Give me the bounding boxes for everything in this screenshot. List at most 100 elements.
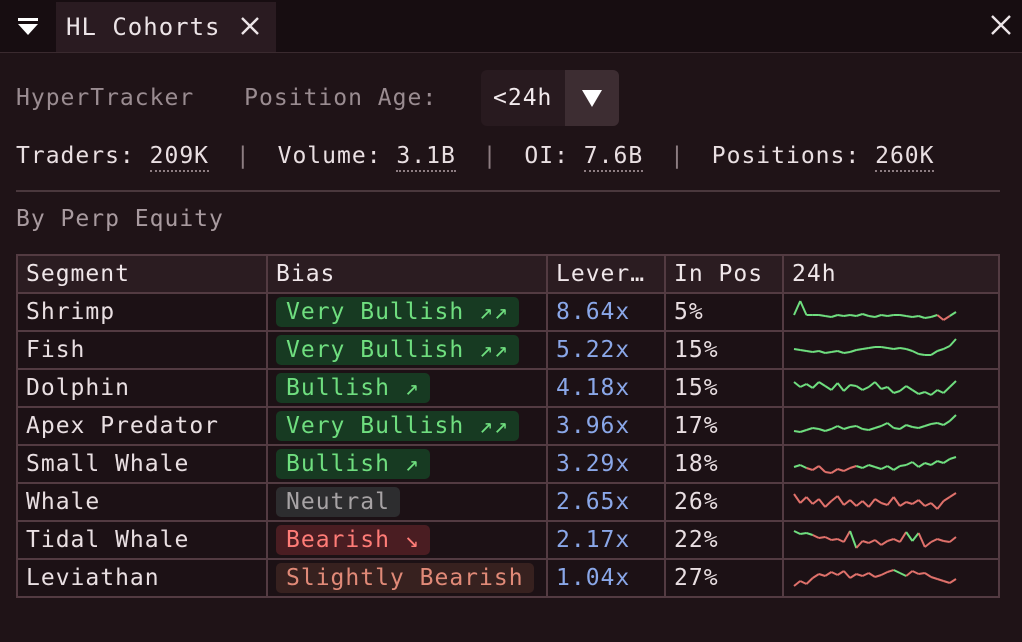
sparkline-segment bbox=[911, 461, 920, 468]
segment-cell: Fish bbox=[16, 330, 268, 370]
table-row[interactable]: Apex Predator Very Bullish ↗↗ 3.96x 17% bbox=[16, 406, 1000, 446]
sparkline-segment bbox=[911, 532, 920, 542]
sparkline-segment bbox=[849, 384, 857, 387]
sparkline-segment bbox=[905, 315, 913, 318]
sparkline-segment bbox=[949, 338, 957, 347]
bias-badge: Bullish ↗ bbox=[276, 449, 430, 479]
sparkline-segment bbox=[924, 391, 932, 396]
sparkline-segment bbox=[830, 425, 839, 430]
tab-hl-cohorts[interactable]: HL Cohorts bbox=[56, 2, 276, 52]
leverage-cell: 8.64x bbox=[546, 292, 666, 332]
bias-cell: Very Bullish ↗↗ bbox=[266, 330, 548, 370]
bias-badge: Very Bullish ↗↗ bbox=[276, 335, 519, 365]
sparkline-segment bbox=[880, 502, 888, 506]
stat-separator: | bbox=[670, 143, 685, 169]
summary-stats: Traders: 209K | Volume: 3.1B | OI: 7.6B … bbox=[16, 143, 935, 172]
sparkline-segment bbox=[924, 541, 932, 548]
close-tab-icon[interactable] bbox=[238, 14, 262, 38]
sparkline-segment bbox=[831, 538, 838, 541]
table-row[interactable]: Fish Very Bullish ↗↗ 5.22x 15% bbox=[16, 330, 1000, 370]
sparkline-segment bbox=[905, 348, 913, 352]
sparkline-segment bbox=[886, 496, 895, 506]
header-bias[interactable]: Bias bbox=[266, 254, 548, 294]
sparkline-segment bbox=[868, 572, 876, 578]
sparkline-segment bbox=[799, 580, 807, 585]
sparkline-segment bbox=[831, 350, 838, 353]
table-row[interactable]: Small Whale Bullish ↗ 3.29x 18% bbox=[16, 444, 1000, 484]
table-row[interactable]: Whale Neutral 2.65x 26% bbox=[16, 482, 1000, 522]
sparkline-segment bbox=[843, 426, 851, 430]
sparkline-cell bbox=[782, 292, 1000, 332]
sparkline-segment bbox=[837, 314, 845, 317]
sparkline-segment bbox=[824, 315, 832, 318]
in-pos-cell: 15% bbox=[664, 368, 784, 408]
position-age-dropdown-button[interactable] bbox=[565, 70, 619, 126]
filter-row: HyperTracker Position Age: bbox=[16, 70, 437, 126]
sparkline-segment bbox=[868, 427, 876, 431]
sparkline-24h bbox=[793, 456, 957, 474]
sparkline-segment bbox=[918, 391, 926, 395]
table-row[interactable]: Dolphin Bullish ↗ 4.18x 15% bbox=[16, 368, 1000, 408]
sparkline-segment bbox=[824, 471, 832, 474]
sparkline-segment bbox=[917, 499, 926, 507]
sparkline-segment bbox=[887, 538, 894, 542]
sparkline-segment bbox=[849, 499, 858, 507]
sparkline-segment bbox=[918, 462, 926, 468]
sparkline-segment bbox=[905, 570, 914, 577]
close-window-icon[interactable] bbox=[988, 12, 1014, 38]
sparkline-segment bbox=[824, 571, 832, 577]
table-row[interactable]: Leviathan Slightly Bearish 1.04x 27% bbox=[16, 558, 1000, 598]
sparkline-segment bbox=[887, 347, 894, 350]
sparkline-segment bbox=[862, 572, 870, 577]
sparkline-segment bbox=[843, 499, 851, 506]
table-header-row: Segment Bias Lever… In Pos 24h bbox=[16, 254, 1000, 294]
segment-name: Dolphin bbox=[26, 375, 130, 401]
sparkline-segment bbox=[849, 530, 858, 549]
sparkline-segment bbox=[874, 574, 882, 578]
sparkline-segment bbox=[912, 315, 919, 318]
sparkline-segment bbox=[887, 314, 894, 317]
sparkline-segment bbox=[800, 349, 807, 352]
sparkline-24h bbox=[793, 530, 957, 549]
header-leverage[interactable]: Lever… bbox=[546, 254, 666, 294]
traders-value[interactable]: 209K bbox=[149, 143, 210, 172]
sparkline-24h bbox=[793, 338, 957, 356]
sparkline-segment bbox=[942, 496, 951, 502]
sparkline-segment bbox=[924, 423, 932, 427]
collapse-button[interactable] bbox=[0, 0, 56, 52]
sparkline-segment bbox=[949, 414, 957, 422]
positions-value[interactable]: 260K bbox=[875, 143, 935, 172]
bias-cell: Neutral bbox=[266, 482, 548, 522]
sparkline-segment bbox=[936, 389, 944, 394]
segment-name: Whale bbox=[26, 489, 101, 515]
sparkline-segment bbox=[893, 465, 901, 471]
position-age-select[interactable]: <24h bbox=[481, 70, 619, 126]
sparkline-segment bbox=[824, 500, 833, 508]
sparkline-segment bbox=[805, 496, 814, 505]
sparkline-segment bbox=[905, 385, 913, 391]
sparkline-segment bbox=[824, 428, 832, 432]
sparkline-segment bbox=[856, 313, 863, 317]
sparkline-segment bbox=[911, 350, 920, 355]
header-segment[interactable]: Segment bbox=[16, 254, 268, 294]
volume-value[interactable]: 3.1B bbox=[396, 143, 456, 172]
sparkline-segment bbox=[899, 314, 907, 317]
sparkline-segment bbox=[831, 314, 838, 318]
sparkline-segment bbox=[918, 572, 926, 575]
sparkline-cell bbox=[782, 482, 1000, 522]
sparkline-segment bbox=[812, 427, 820, 430]
segment-name: Tidal Whale bbox=[26, 527, 190, 553]
sparkline-segment bbox=[818, 428, 826, 432]
oi-value[interactable]: 7.6B bbox=[583, 143, 644, 172]
sparkline-segment bbox=[918, 315, 926, 319]
sparkline-segment bbox=[912, 426, 919, 429]
header-in-pos[interactable]: In Pos bbox=[664, 254, 784, 294]
bias-cell: Bullish ↗ bbox=[266, 368, 548, 408]
header-24h[interactable]: 24h bbox=[782, 254, 1000, 294]
sparkline-24h bbox=[793, 492, 957, 510]
table-row[interactable]: Tidal Whale Bearish ↘ 2.17x 22% bbox=[16, 520, 1000, 560]
sparkline-segment bbox=[874, 539, 882, 546]
sparkline-segment bbox=[856, 573, 863, 577]
table-row[interactable]: Shrimp Very Bullish ↗↗ 8.64x 5% bbox=[16, 292, 1000, 332]
sparkline-segment bbox=[874, 314, 882, 318]
